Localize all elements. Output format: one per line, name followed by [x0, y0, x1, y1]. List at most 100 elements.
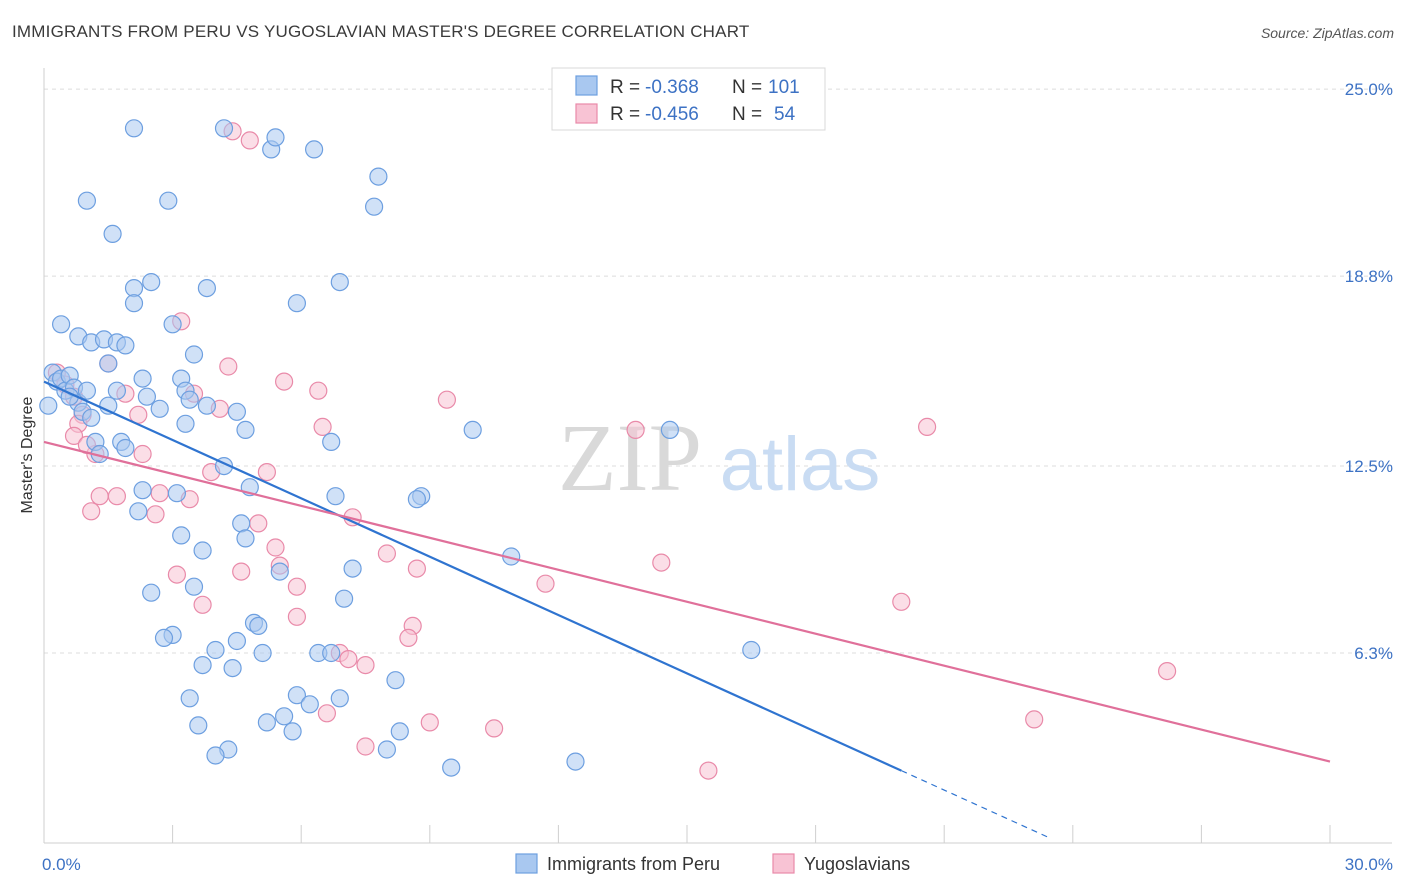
yugoslavians-point-6: [64, 426, 84, 445]
peru-point-97: [330, 689, 349, 708]
peru-point-74: [154, 628, 174, 648]
yugoslavians-point-50: [356, 655, 375, 675]
yugoslavians-point-46: [399, 628, 418, 648]
y-tick-label-1: 12.5%: [1345, 457, 1393, 476]
peru-point-90: [390, 722, 409, 741]
peru-point-92: [206, 746, 225, 765]
peru-point-75: [227, 631, 246, 651]
y-tick-label-0: 6.3%: [1354, 644, 1393, 663]
peru-point-32: [163, 315, 182, 334]
yugoslavians-trend-line: [43, 440, 1331, 763]
peru-point-81: [223, 658, 242, 678]
yugoslavians-point-49: [339, 649, 358, 669]
peru-point-45: [176, 414, 195, 433]
peru-point-99: [129, 502, 148, 521]
peru-point-30: [287, 294, 306, 313]
peru-point-25: [365, 197, 384, 216]
peru-point-18: [124, 119, 144, 138]
yugoslavians-point-35: [377, 544, 396, 563]
yugoslavians-point-41: [536, 574, 555, 593]
peru-point-31: [330, 273, 349, 292]
peru-point-94: [442, 758, 461, 777]
top-legend: R = -0.368 N = 101 R = -0.456 N = 54: [551, 67, 826, 131]
yugoslavians-point-40: [652, 553, 671, 572]
peru-point-53: [133, 481, 152, 500]
peru-point-38: [107, 381, 127, 400]
yugoslavians-point-25: [257, 463, 276, 482]
yugoslavians-point-32: [249, 514, 268, 533]
peru-point-39: [137, 387, 156, 406]
yugoslavians-point-19: [437, 390, 456, 409]
watermark-zip: ZIP: [558, 404, 702, 511]
peru-points: [39, 119, 761, 777]
peru-point-84: [180, 689, 199, 708]
peru-point-87: [275, 707, 294, 726]
yugoslavians-point-43: [193, 595, 212, 614]
peru-point-28: [142, 273, 161, 292]
peru-point-88: [189, 716, 208, 735]
yugoslavians-point-47: [892, 592, 911, 611]
yugoslavians-point-44: [287, 607, 306, 626]
peru-point-35: [133, 369, 152, 388]
peru-point-9: [77, 381, 97, 400]
peru-point-96: [257, 713, 276, 732]
peru-point-79: [322, 643, 341, 663]
peru-point-66: [343, 559, 362, 578]
peru-trend-line: [43, 380, 902, 772]
yugoslavians-point-38: [232, 562, 251, 581]
peru-point-58: [322, 432, 341, 451]
peru-point-17: [103, 224, 122, 243]
peru-point-20: [214, 119, 234, 138]
peru-point-62: [236, 529, 255, 548]
yugoslavians-point-54: [485, 719, 504, 738]
x-tick-label-1: 30.0%: [1345, 855, 1393, 874]
peru-point-44: [227, 402, 246, 421]
watermark-atlas: atlas: [720, 422, 881, 507]
yugoslavians-point-17: [275, 372, 294, 391]
legend-n-value-2: 54: [774, 104, 796, 125]
peru-point-49: [116, 438, 135, 458]
peru-point-55: [326, 487, 345, 506]
yugoslavians-point-28: [82, 502, 101, 521]
peru-point-54: [167, 484, 186, 503]
yugoslavians-point-42: [287, 577, 306, 596]
yugoslavians-point-29: [150, 484, 169, 503]
yugoslavians-point-53: [420, 713, 439, 732]
peru-point-60: [660, 420, 680, 439]
yugoslavians-point-55: [356, 737, 375, 756]
bottom-legend: Immigrants from Peru Yugoslavians: [515, 853, 910, 874]
yugoslavians-point-20: [313, 417, 332, 436]
peru-trend-line-extension: [901, 770, 1052, 840]
peru-point-59: [463, 420, 482, 439]
peru-point-27: [124, 294, 144, 313]
peru-point-23: [305, 140, 324, 159]
trend-lines: [43, 380, 1331, 840]
peru-point-80: [193, 655, 212, 675]
yugoslavians-point-21: [626, 420, 645, 439]
peru-point-34: [99, 354, 118, 373]
peru-point-22: [266, 128, 285, 147]
peru-point-100: [116, 336, 135, 355]
peru-point-26: [124, 279, 144, 298]
peru-point-85: [300, 695, 319, 714]
peru-point-69: [142, 583, 161, 602]
legend-r-value-1: -0.368: [645, 77, 699, 98]
peru-point-86: [742, 640, 761, 660]
peru-point-43: [197, 396, 216, 415]
axes: [43, 68, 1392, 844]
chart-title: IMMIGRANTS FROM PERU VS YUGOSLAVIAN MAST…: [12, 22, 750, 41]
peru-point-83: [287, 686, 306, 705]
legend-r-value-2: -0.456: [645, 104, 699, 125]
peru-point-29: [197, 279, 216, 298]
peru-point-57: [407, 490, 426, 509]
watermark: ZIP atlas: [558, 404, 880, 511]
peru-point-11: [51, 315, 71, 334]
yugoslavians-point-27: [107, 487, 127, 506]
y-tick-labels: 6.3% 12.5% 18.8% 25.0%: [1345, 80, 1393, 663]
y-tick-label-3: 25.0%: [1345, 80, 1393, 99]
yugoslavians-point-51: [1157, 661, 1177, 681]
legend-n-label-2: N =: [732, 104, 762, 125]
legend-r-label-1: R =: [610, 77, 640, 98]
peru-point-70: [335, 589, 354, 608]
yugoslavians-point-11: [219, 357, 238, 376]
